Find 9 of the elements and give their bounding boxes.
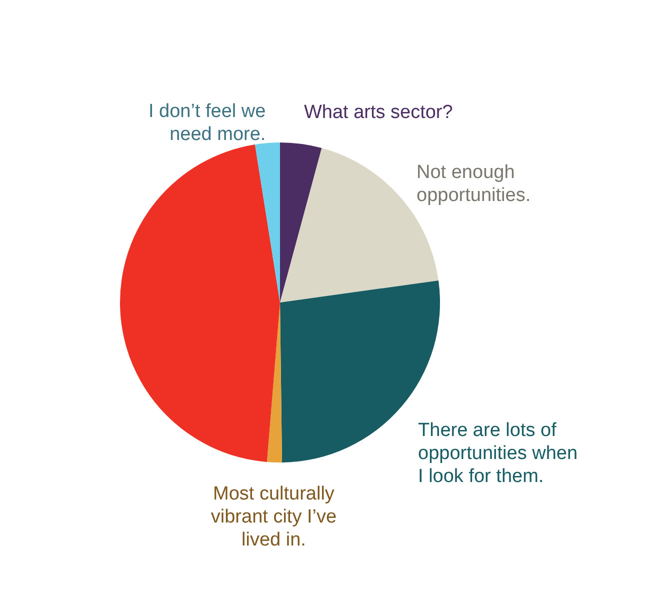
- slice-label: There are lots of opportunities when I look for them.: [418, 420, 578, 488]
- pie-slice: [120, 144, 280, 462]
- pie-slice: [266, 302, 282, 462]
- pie-slice: [254, 142, 280, 302]
- slice-label: Not enough opportunities.: [416, 162, 531, 206]
- pie-slice: [280, 142, 322, 302]
- slice-label: Most culturally vibrant city I’ve lived in.: [210, 483, 337, 550]
- slice-label: I don’t feel we need more.: [148, 101, 266, 146]
- slice-label: What arts sector?: [304, 102, 453, 124]
